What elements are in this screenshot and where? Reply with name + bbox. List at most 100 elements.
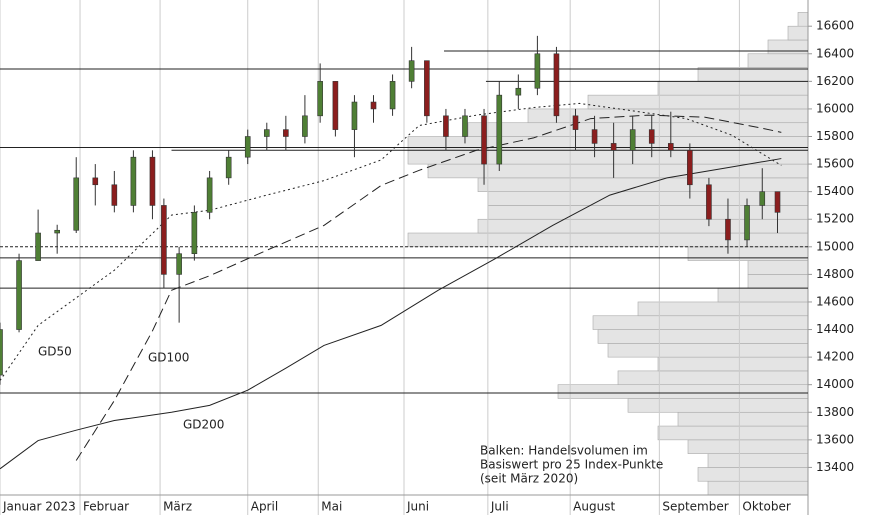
- candle-body: [424, 60, 430, 117]
- x-tick-label: Mai: [321, 500, 342, 514]
- x-tick-label: Februar: [83, 500, 129, 514]
- x-tick-label: April: [251, 500, 278, 514]
- volume-bar: [787, 25, 809, 41]
- volume-bar: [407, 149, 809, 165]
- y-tick-label: 14800: [816, 267, 854, 281]
- volume-bar: [477, 218, 809, 234]
- candle-body: [176, 253, 182, 275]
- y-tick-label: 15400: [816, 184, 854, 198]
- candle-body: [706, 184, 712, 220]
- candle-body: [389, 81, 396, 110]
- volume-bar: [767, 39, 809, 55]
- candle-body: [54, 229, 60, 234]
- volume-bar: [467, 122, 809, 137]
- y-tick-label: 14600: [816, 294, 854, 308]
- y-tick-label: 14400: [816, 322, 854, 336]
- volume-bar: [797, 12, 809, 27]
- candle-body: [283, 129, 289, 137]
- series-label: GD200: [183, 418, 224, 432]
- candle-body: [725, 218, 731, 241]
- candle-body: [759, 191, 766, 206]
- x-tick-label: Juli: [490, 500, 509, 514]
- note-text: Basiswert pro 25 Index-Punkte: [480, 458, 663, 472]
- x-tick-label: Juni: [406, 500, 429, 514]
- x-tick-label: September: [662, 500, 728, 514]
- volume-bar: [407, 136, 809, 151]
- note-text: Balken: Handelsvolumen im: [480, 444, 648, 458]
- y-tick-label: 13400: [816, 460, 854, 474]
- candle-body: [351, 101, 358, 130]
- volume-bar: [607, 343, 809, 358]
- volume-bar: [677, 411, 809, 427]
- candle-body: [774, 191, 781, 213]
- candle-body: [648, 129, 655, 144]
- candle-body: [744, 205, 750, 241]
- candle-body: [92, 177, 99, 186]
- candle-body: [553, 53, 560, 117]
- y-tick-label: 15800: [816, 129, 854, 143]
- candle-body: [244, 136, 251, 158]
- candle-body: [73, 177, 80, 231]
- volume-bar: [592, 315, 809, 330]
- candle-body: [317, 81, 323, 117]
- y-tick-label: 16200: [816, 74, 854, 88]
- volume-bar: [707, 480, 809, 496]
- volume-bar: [717, 287, 809, 303]
- candle-body: [332, 81, 339, 130]
- series-label: GD50: [38, 345, 72, 359]
- candle-body: [610, 143, 617, 151]
- volume-bar: [627, 398, 809, 413]
- y-tick-label: 16400: [816, 46, 854, 60]
- volume-bar: [557, 384, 809, 399]
- moving-average: [75, 114, 782, 461]
- volume-bar: [487, 205, 809, 220]
- x-tick-label: Oktober: [742, 500, 790, 514]
- candle-body: [667, 143, 674, 151]
- candle-body: [191, 212, 198, 255]
- candle-body: [206, 177, 213, 213]
- candle-body: [0, 329, 3, 376]
- candle-body: [302, 115, 308, 137]
- y-tick-label: 16600: [816, 19, 854, 33]
- candle-body: [130, 156, 137, 206]
- candle-body: [629, 129, 636, 151]
- volume-bar: [687, 439, 809, 454]
- y-tick-label: 14200: [816, 350, 854, 364]
- volume-bar: [637, 301, 809, 317]
- volume-bar: [657, 81, 809, 96]
- candle-body: [496, 94, 503, 165]
- volume-bar: [657, 425, 809, 441]
- volume-bar: [697, 67, 809, 82]
- candle-body: [515, 87, 522, 96]
- moving-average: [0, 158, 782, 470]
- y-tick-label: 16000: [816, 101, 854, 115]
- moving-average: [0, 102, 782, 381]
- y-tick-label: 15000: [816, 239, 854, 253]
- candle-body: [687, 149, 693, 186]
- y-tick-label: 14000: [816, 377, 854, 391]
- candle-body: [161, 205, 167, 275]
- x-tick-label: März: [163, 500, 192, 514]
- volume-bar: [687, 246, 809, 261]
- candle-body: [149, 156, 156, 206]
- volume-bar: [597, 329, 809, 344]
- candle-body: [16, 260, 22, 330]
- candle-body: [35, 232, 41, 261]
- candle-body: [462, 115, 468, 137]
- volume-bar: [747, 260, 809, 275]
- y-tick-label: 15200: [816, 212, 854, 226]
- candle-body: [408, 60, 415, 82]
- volume-bar: [747, 53, 809, 68]
- y-tick-label: 13800: [816, 405, 854, 419]
- candle-body: [591, 129, 598, 144]
- y-tick-label: 13600: [816, 432, 854, 446]
- candle-body: [481, 115, 487, 165]
- volume-bar: [697, 467, 809, 482]
- x-tick-label: August: [573, 500, 615, 514]
- candle-body: [370, 101, 377, 110]
- candle-body: [572, 115, 579, 130]
- volume-bar: [747, 274, 809, 289]
- x-tick-label: Januar 2023: [2, 500, 76, 514]
- volume-bar: [707, 453, 809, 468]
